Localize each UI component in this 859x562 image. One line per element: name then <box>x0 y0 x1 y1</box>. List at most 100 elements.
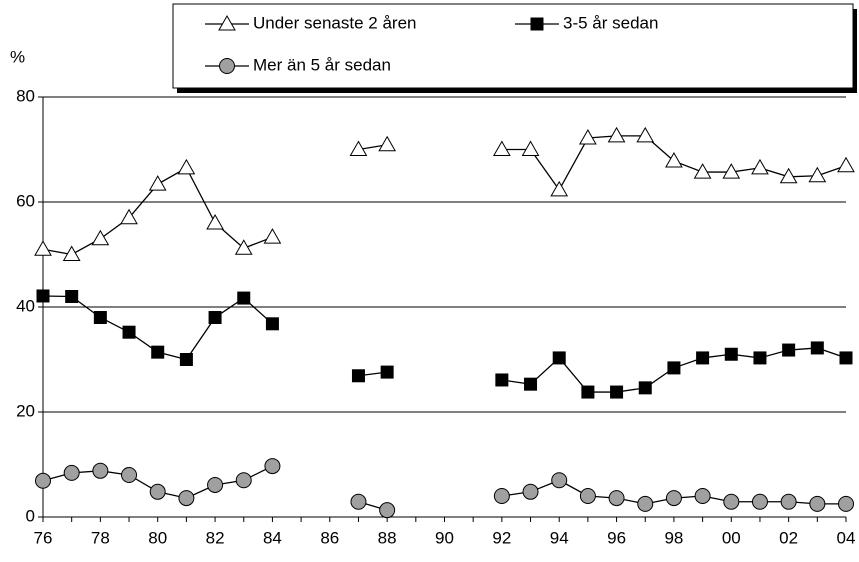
data-point <box>265 317 279 331</box>
data-point <box>751 493 768 510</box>
data-point <box>638 381 652 395</box>
x-tick-label: 80 <box>148 528 167 547</box>
legend-label: 3-5 år sedan <box>563 13 658 32</box>
data-point <box>751 158 769 175</box>
data-point <box>637 495 654 512</box>
data-point <box>178 490 195 507</box>
x-tick-label: 94 <box>550 528 569 547</box>
data-point <box>636 126 655 143</box>
data-point <box>379 502 396 519</box>
data-point <box>92 462 109 479</box>
data-point <box>782 343 796 357</box>
data-point <box>378 135 397 152</box>
y-tick-label: 20 <box>16 401 35 420</box>
data-point <box>693 163 712 179</box>
data-point <box>667 361 681 375</box>
data-point <box>694 488 711 504</box>
data-point <box>493 488 510 504</box>
data-point <box>809 495 826 512</box>
data-point <box>350 493 367 510</box>
data-point <box>122 325 136 339</box>
y-tick-label: 0 <box>26 506 35 525</box>
data-point <box>524 377 538 391</box>
data-point <box>36 289 50 303</box>
data-point <box>581 385 595 399</box>
data-point <box>234 239 253 255</box>
data-point <box>723 493 740 510</box>
legend-marker <box>219 58 235 74</box>
x-tick-label: 82 <box>206 528 225 547</box>
data-point <box>724 347 738 361</box>
x-tick-label: 02 <box>779 528 798 547</box>
data-point <box>610 385 624 399</box>
data-point <box>62 245 81 261</box>
data-point <box>237 291 251 305</box>
data-point <box>753 351 767 365</box>
data-point <box>722 163 741 179</box>
data-point <box>263 228 282 244</box>
legend-marker <box>530 17 544 31</box>
data-point <box>810 341 824 355</box>
data-point <box>179 353 193 366</box>
data-point <box>206 213 224 230</box>
data-point <box>63 464 80 481</box>
data-point <box>808 166 827 183</box>
data-point <box>665 490 682 507</box>
data-point <box>148 175 167 191</box>
x-tick-label: 00 <box>722 528 741 547</box>
data-point <box>551 472 568 489</box>
data-point <box>579 128 597 145</box>
legend-label: Mer än 5 år sedan <box>253 55 391 74</box>
data-point <box>552 351 566 365</box>
data-point <box>93 311 107 324</box>
data-point <box>522 483 539 500</box>
data-point <box>65 290 79 303</box>
data-point <box>521 140 540 156</box>
data-point <box>380 365 394 379</box>
x-tick-label: 96 <box>607 528 626 547</box>
x-tick-label: 04 <box>837 528 856 547</box>
data-point <box>608 490 625 507</box>
y-tick-label: 80 <box>16 86 35 105</box>
legend-label: Under senaste 2 åren <box>253 13 417 32</box>
data-point <box>151 345 165 359</box>
legend-box <box>172 3 854 89</box>
x-tick-label: 86 <box>320 528 339 547</box>
data-point <box>579 488 596 504</box>
data-point <box>121 467 138 483</box>
series-line <box>42 295 847 393</box>
data-point <box>149 483 166 500</box>
data-point <box>550 180 569 197</box>
x-tick-label: 98 <box>664 528 683 547</box>
data-point <box>607 126 626 143</box>
y-tick-label: 60 <box>16 191 35 210</box>
x-tick-label: 88 <box>378 528 397 547</box>
legend-marker <box>218 14 236 31</box>
data-point <box>349 140 368 156</box>
data-point <box>207 476 224 493</box>
data-point <box>120 208 138 225</box>
y-axis-label: % <box>10 47 25 66</box>
data-point <box>35 472 51 489</box>
data-point <box>492 140 511 156</box>
data-point <box>779 167 798 184</box>
data-point <box>837 156 855 173</box>
data-point <box>495 373 509 387</box>
x-tick-label: 78 <box>91 528 110 547</box>
data-point <box>177 158 196 175</box>
data-point <box>91 229 110 246</box>
data-point <box>838 495 854 512</box>
data-point <box>665 152 683 168</box>
data-point <box>696 351 710 365</box>
series-line <box>42 135 847 256</box>
y-tick-label: 40 <box>16 296 35 315</box>
data-point <box>351 369 365 383</box>
data-point <box>839 351 853 365</box>
data-point <box>235 472 252 489</box>
x-tick-label: 84 <box>263 528 282 547</box>
data-point <box>208 311 222 324</box>
data-point <box>780 493 797 510</box>
data-point <box>34 240 52 256</box>
